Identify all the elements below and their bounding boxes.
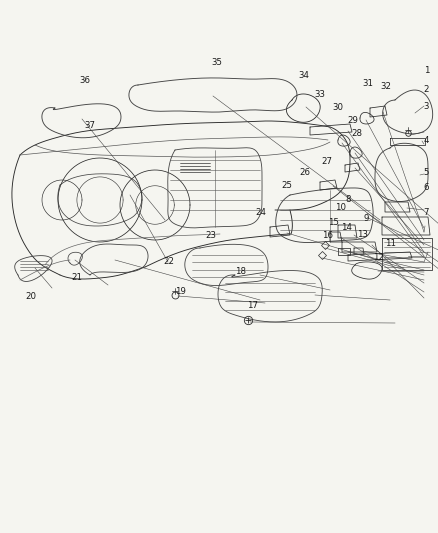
Text: 9: 9 <box>364 214 369 223</box>
Text: 13: 13 <box>357 230 368 239</box>
Text: 27: 27 <box>321 157 332 166</box>
Text: 32: 32 <box>380 82 391 91</box>
Text: 2: 2 <box>424 85 429 94</box>
Text: 7: 7 <box>424 208 429 217</box>
Text: 1: 1 <box>424 66 429 75</box>
Text: 8: 8 <box>345 195 351 204</box>
Text: 35: 35 <box>212 59 223 67</box>
Text: 21: 21 <box>71 273 82 282</box>
Text: 24: 24 <box>255 208 266 217</box>
Text: 28: 28 <box>352 129 363 138</box>
Text: 37: 37 <box>85 122 95 130</box>
Text: 3: 3 <box>424 102 429 111</box>
Text: 36: 36 <box>80 76 91 85</box>
Text: 22: 22 <box>164 257 175 266</box>
Text: 12: 12 <box>373 254 384 262</box>
Text: 6: 6 <box>424 183 429 192</box>
Text: 31: 31 <box>363 79 374 87</box>
Text: 34: 34 <box>299 71 310 80</box>
Text: 4: 4 <box>424 136 429 144</box>
Text: 14: 14 <box>341 223 352 232</box>
Text: 5: 5 <box>424 168 429 177</box>
Text: 23: 23 <box>205 231 216 240</box>
Text: 20: 20 <box>25 292 36 301</box>
Text: 11: 11 <box>385 239 396 248</box>
Text: 17: 17 <box>247 302 258 310</box>
Text: 15: 15 <box>328 219 339 227</box>
Text: 10: 10 <box>336 203 346 212</box>
Text: 33: 33 <box>314 90 325 99</box>
Text: 19: 19 <box>175 287 186 295</box>
Text: 18: 18 <box>235 267 246 276</box>
Text: 26: 26 <box>299 168 310 177</box>
Text: 29: 29 <box>348 116 359 125</box>
Text: 30: 30 <box>332 103 343 111</box>
Text: 16: 16 <box>322 231 333 240</box>
Text: 25: 25 <box>282 181 293 190</box>
